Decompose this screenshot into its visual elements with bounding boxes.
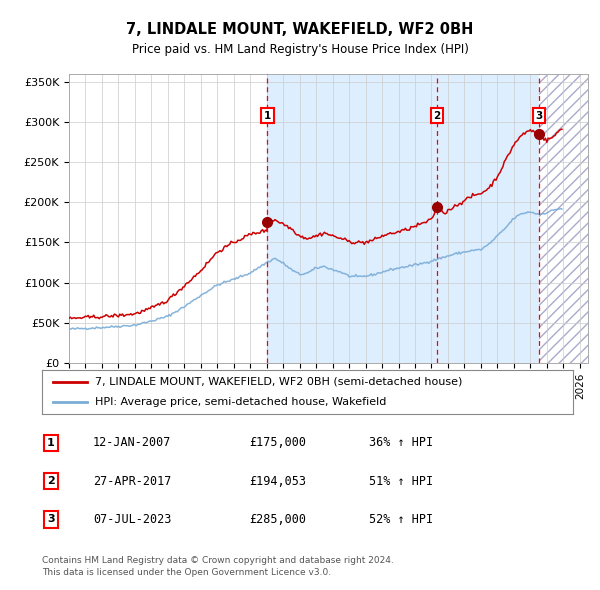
Text: Contains HM Land Registry data © Crown copyright and database right 2024.
This d: Contains HM Land Registry data © Crown c… (42, 556, 394, 577)
Text: 12-JAN-2007: 12-JAN-2007 (93, 436, 172, 450)
Text: Price paid vs. HM Land Registry's House Price Index (HPI): Price paid vs. HM Land Registry's House … (131, 43, 469, 56)
Text: £175,000: £175,000 (249, 436, 306, 450)
Text: 3: 3 (535, 111, 542, 121)
Text: 07-JUL-2023: 07-JUL-2023 (93, 513, 172, 526)
Text: 2: 2 (47, 476, 55, 486)
Text: 51% ↑ HPI: 51% ↑ HPI (369, 474, 433, 488)
Text: 7, LINDALE MOUNT, WAKEFIELD, WF2 0BH: 7, LINDALE MOUNT, WAKEFIELD, WF2 0BH (127, 22, 473, 37)
Text: 3: 3 (47, 514, 55, 525)
Text: 1: 1 (47, 438, 55, 448)
Text: £285,000: £285,000 (249, 513, 306, 526)
Text: 36% ↑ HPI: 36% ↑ HPI (369, 436, 433, 450)
Bar (268, 74, 539, 363)
Text: £194,053: £194,053 (249, 474, 306, 488)
Text: HPI: Average price, semi-detached house, Wakefield: HPI: Average price, semi-detached house,… (95, 397, 386, 407)
Text: 52% ↑ HPI: 52% ↑ HPI (369, 513, 433, 526)
Text: 2: 2 (433, 111, 440, 121)
Bar (539, 74, 588, 363)
Text: 7, LINDALE MOUNT, WAKEFIELD, WF2 0BH (semi-detached house): 7, LINDALE MOUNT, WAKEFIELD, WF2 0BH (se… (95, 377, 463, 387)
Text: 1: 1 (264, 111, 271, 121)
Text: 27-APR-2017: 27-APR-2017 (93, 474, 172, 488)
Bar (539, 74, 588, 363)
